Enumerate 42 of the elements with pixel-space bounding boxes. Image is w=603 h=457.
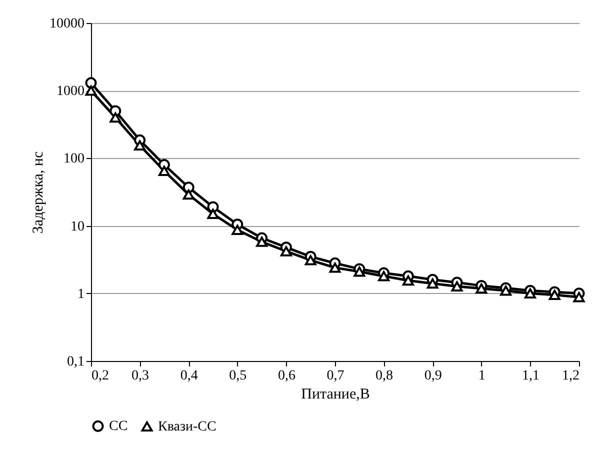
point xyxy=(182,182,194,194)
y-tick-label: 1 xyxy=(78,286,84,302)
y-tick-label: 100 xyxy=(64,152,84,167)
point xyxy=(354,266,366,277)
x-axis-title: Питание,В xyxy=(301,386,370,402)
x-tick-label: 0,8 xyxy=(376,368,394,384)
x-tick-label: 0,9 xyxy=(424,368,442,384)
y-tick-label: 0,1 xyxy=(67,354,84,370)
point xyxy=(378,271,390,282)
y-tick-label: 10000 xyxy=(50,16,84,32)
point xyxy=(158,166,170,176)
point xyxy=(573,292,585,302)
x-tick-label: 0,3 xyxy=(132,368,150,384)
point xyxy=(182,189,194,200)
y-tick-label: 10 xyxy=(70,219,84,234)
x-tick-label: 0,5 xyxy=(229,368,247,384)
point xyxy=(402,275,414,286)
point xyxy=(524,288,536,299)
point xyxy=(329,262,341,273)
point xyxy=(232,224,244,235)
point xyxy=(500,285,512,296)
point xyxy=(476,283,488,294)
x-tick-label: 1,1 xyxy=(522,368,540,384)
point xyxy=(304,255,316,266)
point xyxy=(134,140,146,150)
x-tick-label: 0,4 xyxy=(180,368,198,384)
point xyxy=(426,278,438,289)
point xyxy=(207,208,219,220)
legend-label: Квази-СС xyxy=(158,419,216,434)
y-tick-label: 1000 xyxy=(56,84,84,100)
x-tick-label: 1 xyxy=(478,368,486,384)
legend-label: СС xyxy=(109,419,128,434)
x-tick-label: 1,2 xyxy=(562,368,580,384)
point xyxy=(451,281,463,292)
point xyxy=(110,112,122,123)
point xyxy=(280,246,292,256)
point xyxy=(256,236,268,247)
y-axis-title: Задержка, нс xyxy=(30,151,46,234)
x-tick-label: 0,7 xyxy=(326,368,344,384)
x-tick-label: 0,6 xyxy=(278,368,296,384)
x-tick-label: 0,2 xyxy=(92,368,109,384)
point xyxy=(548,290,560,300)
